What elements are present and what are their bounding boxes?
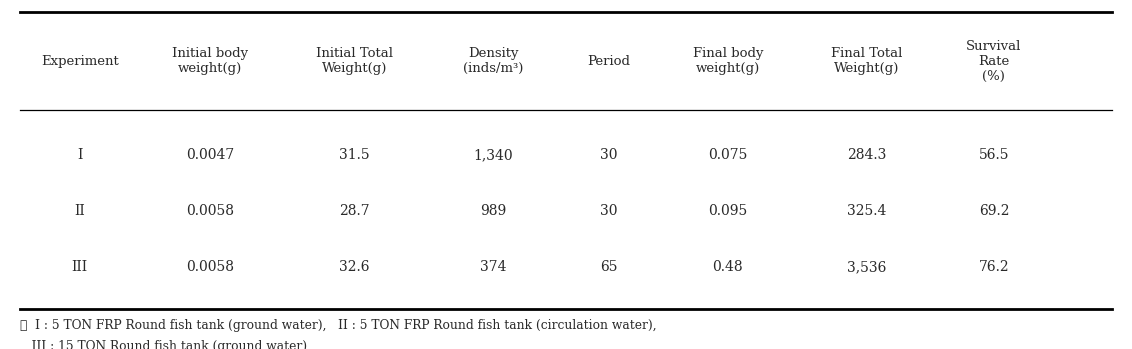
Text: 32.6: 32.6 [340, 260, 369, 274]
Text: Density
(inds/m³): Density (inds/m³) [463, 47, 523, 75]
Text: I: I [77, 148, 83, 162]
Text: 989: 989 [480, 204, 506, 218]
Text: 76.2: 76.2 [978, 260, 1010, 274]
Text: 325.4: 325.4 [847, 204, 886, 218]
Text: 0.075: 0.075 [709, 148, 747, 162]
Text: 3,536: 3,536 [847, 260, 886, 274]
Text: III : 15 TON Round fish tank (ground water): III : 15 TON Round fish tank (ground wat… [20, 340, 308, 349]
Text: 284.3: 284.3 [847, 148, 886, 162]
Text: ※  I : 5 TON FRP Round fish tank (ground water),   II : 5 TON FRP Round fish tan: ※ I : 5 TON FRP Round fish tank (ground … [20, 319, 657, 332]
Text: 28.7: 28.7 [338, 204, 370, 218]
Text: 31.5: 31.5 [338, 148, 370, 162]
Text: 69.2: 69.2 [979, 204, 1009, 218]
Text: 0.0047: 0.0047 [186, 148, 234, 162]
Text: 0.0058: 0.0058 [186, 260, 234, 274]
Text: 56.5: 56.5 [979, 148, 1009, 162]
Text: 65: 65 [600, 260, 618, 274]
Text: Period: Period [588, 54, 631, 68]
Text: Initial body
weight(g): Initial body weight(g) [172, 47, 248, 75]
Text: Initial Total
Weight(g): Initial Total Weight(g) [316, 47, 393, 75]
Text: 0.095: 0.095 [709, 204, 747, 218]
Text: Survival
Rate
(%): Survival Rate (%) [967, 39, 1021, 83]
Text: 30: 30 [600, 204, 618, 218]
Text: 0.48: 0.48 [712, 260, 744, 274]
Text: 0.0058: 0.0058 [186, 204, 234, 218]
Text: III: III [71, 260, 88, 274]
Text: 1,340: 1,340 [473, 148, 513, 162]
Text: 374: 374 [480, 260, 506, 274]
Text: 30: 30 [600, 148, 618, 162]
Text: Experiment: Experiment [41, 54, 119, 68]
Text: II: II [75, 204, 85, 218]
Text: Final Total
Weight(g): Final Total Weight(g) [831, 47, 902, 75]
Text: Final body
weight(g): Final body weight(g) [693, 47, 763, 75]
